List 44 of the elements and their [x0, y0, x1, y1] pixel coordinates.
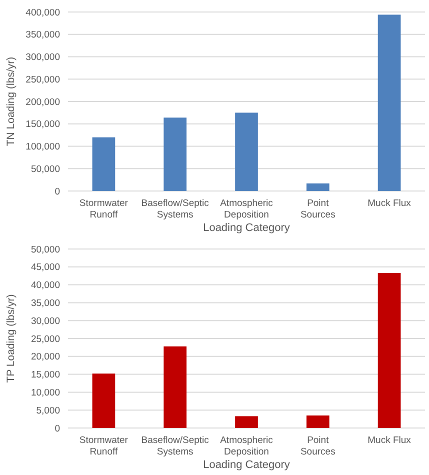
y-axis-title: TP Loading (lbs/yr) [5, 294, 17, 383]
bar [378, 14, 401, 191]
y-tick-label: 150,000 [26, 119, 60, 130]
bar [306, 183, 330, 191]
y-tick-label: 25,000 [30, 334, 60, 345]
x-tick-label: Stormwater Runoff [79, 435, 128, 458]
y-tick-label: 30,000 [30, 316, 60, 327]
x-tick-label: Stormwater Runoff [79, 198, 128, 220]
bar [306, 415, 330, 428]
x-tick-label: Baseflow/Septic Systems [141, 435, 210, 458]
y-tick-label: 250,000 [26, 74, 60, 86]
bar [92, 137, 116, 191]
bar [378, 272, 401, 428]
y-tick-label: 20,000 [30, 352, 60, 363]
y-tick-label: 100,000 [26, 142, 60, 153]
x-tick-label: Atmospheric Deposition [220, 198, 274, 220]
x-tick-label: Atmospheric Deposition [220, 435, 274, 458]
y-tick-label: 50,000 [30, 244, 60, 256]
y-tick-label: 0 [54, 186, 60, 198]
y-tick-label: 45,000 [30, 262, 60, 274]
x-tick-label: Muck Flux [368, 198, 412, 209]
y-axis-title: TN Loading (lbs/yr) [5, 56, 17, 146]
bar [92, 374, 116, 428]
x-axis-title: Loading Category [203, 459, 290, 471]
bar [164, 346, 187, 428]
y-tick-label: 50,000 [30, 164, 60, 175]
x-tick-label: Point Sources [300, 435, 336, 458]
bar [235, 112, 258, 191]
y-tick-label: 40,000 [30, 280, 60, 292]
y-tick-label: 10,000 [30, 388, 60, 399]
y-tick-label: 0 [54, 423, 60, 434]
bar [164, 118, 187, 191]
bar [235, 416, 258, 428]
y-tick-label: 35,000 [30, 298, 60, 310]
x-tick-label: Point Sources [300, 198, 336, 220]
y-tick-label: 350,000 [26, 30, 60, 41]
x-axis-title: Loading Category [203, 222, 290, 234]
y-tick-label: 200,000 [26, 96, 60, 108]
y-tick-label: 400,000 [26, 7, 60, 18]
x-tick-label: Muck Flux [368, 435, 412, 446]
y-tick-label: 5,000 [36, 405, 60, 416]
x-tick-label: Baseflow/Septic Systems [141, 198, 210, 220]
y-tick-label: 300,000 [26, 52, 60, 64]
y-tick-label: 15,000 [30, 370, 60, 381]
